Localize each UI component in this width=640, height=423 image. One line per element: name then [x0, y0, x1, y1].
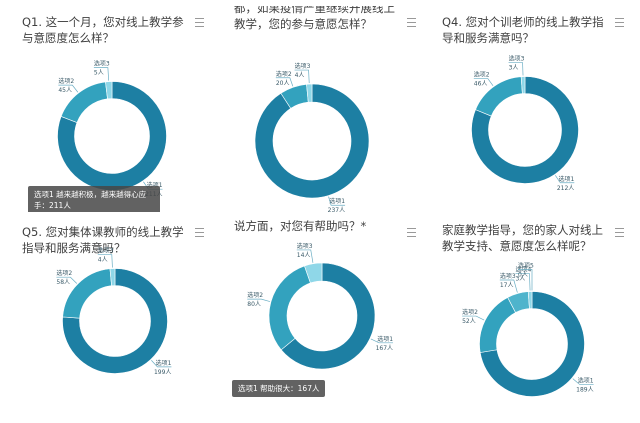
slice-count-3: 14人: [297, 252, 311, 259]
slice-count-4: 3人: [515, 276, 525, 283]
slice-count-3: 5人: [94, 70, 104, 77]
leader-line-3: [296, 249, 314, 263]
leader-line-2: [462, 315, 485, 321]
donut-chart: 选项1 237人 选项2 20人 选项3 4人: [254, 62, 370, 212]
slice-label-3: 选项3: [98, 247, 114, 255]
menu-icon[interactable]: [407, 228, 416, 237]
slice-label-3: 选项3: [94, 60, 110, 68]
menu-icon[interactable]: [407, 18, 416, 27]
chart-card-q5: Q5. 您对集体课教师的线上教学指导和服务满意吗？ 选项1 199人 选项2 58人选…: [8, 216, 214, 422]
slice-count-2: 80人: [247, 301, 261, 308]
slice-label-3: 选项3: [500, 272, 516, 280]
slice-count-2: 46人: [474, 81, 488, 88]
donut-slice-3[interactable]: [306, 83, 313, 103]
donut-slice-4[interactable]: [527, 291, 533, 309]
leader-line-3: [93, 67, 110, 81]
slice-label-1: 选项1: [558, 175, 574, 183]
donut-slice-3[interactable]: [520, 76, 526, 94]
chart-card-q6: 说方面，对您有帮助吗？* 选项1 167人 选项2 80人 选项3 14人 选项1 帮助很…: [220, 216, 426, 422]
chart-title: 都，如果疫情严重继续开展线上教学，您的参与意愿怎样？: [234, 6, 395, 31]
chart-card-q1: Q1. 这一个月，您对线上教学参与意愿度怎么样？ 选项1211人选项245人选项…: [8, 6, 214, 212]
donut-slice-1[interactable]: [471, 76, 579, 184]
leader-line-1: [572, 378, 594, 385]
chart-card-q4: Q4. 您对个训老师的线上教学指导和服务满意吗？ 选项1 212人 选项2 46人 选项…: [428, 6, 634, 212]
donut-slice-1[interactable]: [62, 268, 168, 374]
slice-count-1: 189人: [576, 386, 593, 393]
slice-count-3: 4人: [98, 257, 108, 264]
slice-count-2: 20人: [276, 80, 290, 87]
chart-title: Q1. 这一个月，您对线上教学参与意愿度怎么样？: [22, 15, 184, 45]
leader-line-1: [328, 196, 346, 206]
chart-card-q3: 都，如果疫情严重继续开展线上教学，您的参与意愿怎样？ 选项1 237人 选项2 20人…: [220, 6, 426, 212]
donut-slice-2[interactable]: [479, 297, 516, 353]
leader-line-3: [97, 254, 113, 268]
slice-count-1: 237人: [328, 207, 345, 212]
donut-chart: 选项1 212人 选项2 46人 选项3 3人: [471, 55, 579, 192]
chart-card-q7: 家庭教学指导，您的家人对线上教学支持、意愿度怎么样呢？ 选项1 189人 选项2 52…: [428, 216, 634, 422]
leader-line-4: [515, 273, 531, 291]
slice-label-1: 选项1: [578, 376, 594, 384]
donut-slice-3[interactable]: [105, 81, 113, 100]
slice-label-5: 选项5: [518, 262, 534, 270]
menu-icon[interactable]: [615, 18, 624, 27]
chart-title: Q4. 您对个训老师的线上教学指导和服务满意吗？: [442, 15, 604, 45]
leader-line-2: [58, 84, 79, 93]
donut-chart: 选项1 167人 选项2 80人 选项3 14人: [247, 242, 394, 370]
donut-slice-1[interactable]: [479, 291, 585, 397]
leader-line-2: [473, 78, 494, 87]
leader-line-2: [275, 77, 294, 87]
slice-count-5: 0人: [518, 272, 528, 279]
slice-label-2: 选项2: [56, 269, 72, 277]
slice-count-3: 17人: [500, 282, 514, 289]
slice-label-2: 选项2: [474, 71, 490, 79]
donut-slice-3[interactable]: [304, 262, 323, 284]
leader-line-1: [555, 175, 575, 184]
menu-icon[interactable]: [195, 18, 204, 27]
menu-icon[interactable]: [195, 228, 204, 237]
slice-label-2: 选项2: [276, 70, 292, 78]
donut-chart: 选项1211人选项245人选项35人: [57, 60, 167, 198]
slice-count-3: 4人: [295, 72, 305, 79]
slice-count-2: 52人: [462, 318, 476, 325]
slice-count-1: 167人: [376, 345, 393, 352]
donut-slice-1[interactable]: [280, 262, 376, 370]
slice-count-1: 199人: [154, 369, 171, 376]
donut-slice-1[interactable]: [254, 83, 370, 199]
slice-label-1: 选项1: [377, 335, 393, 343]
slice-count-2: 58人: [56, 279, 70, 286]
leader-line-3: [294, 69, 310, 84]
leader-line-2: [247, 298, 271, 302]
slice-label-3: 选项3: [295, 62, 311, 70]
chart-title: 家庭教学指导，您的家人对线上教学支持、意愿度怎么样呢？: [442, 223, 603, 253]
leader-line-2: [56, 276, 78, 284]
chart-title: Q5. 您对集体课教师的线上教学指导和服务满意吗？: [22, 225, 184, 255]
slice-label-1: 选项1: [156, 359, 172, 367]
leader-line-5: [518, 269, 533, 291]
chart-tooltip: 选项1 越来越积极，越来越得心应手：211人: [28, 186, 160, 212]
donut-chart: 选项1 199人 选项2 58人 选项3 4人: [56, 247, 172, 376]
leader-line-3: [508, 62, 524, 76]
donut-slice-2[interactable]: [268, 265, 311, 351]
slice-label-2: 选项2: [462, 308, 478, 316]
slice-label-2: 选项2: [58, 77, 74, 85]
slice-label-1: 选项1: [147, 181, 163, 189]
donut-slice-3[interactable]: [109, 268, 116, 286]
chart-tooltip: 选项1 帮助很大：167人: [232, 380, 326, 397]
slice-count-3: 3人: [509, 65, 519, 72]
leader-line-3: [499, 279, 518, 293]
slice-label-3: 选项3: [509, 55, 525, 63]
menu-icon[interactable]: [615, 228, 624, 237]
donut-slice-1[interactable]: [57, 81, 167, 191]
leader-line-1: [151, 360, 172, 368]
chart-title: 说方面，对您有帮助吗？*: [234, 219, 367, 233]
slice-label-2: 选项2: [247, 291, 263, 299]
slice-label-1: 选项1: [329, 197, 345, 205]
leader-line-1: [370, 338, 394, 344]
slice-count-2: 45人: [58, 87, 72, 94]
slice-count-1: 212人: [557, 185, 574, 192]
slice-label-3: 选项3: [297, 242, 313, 250]
